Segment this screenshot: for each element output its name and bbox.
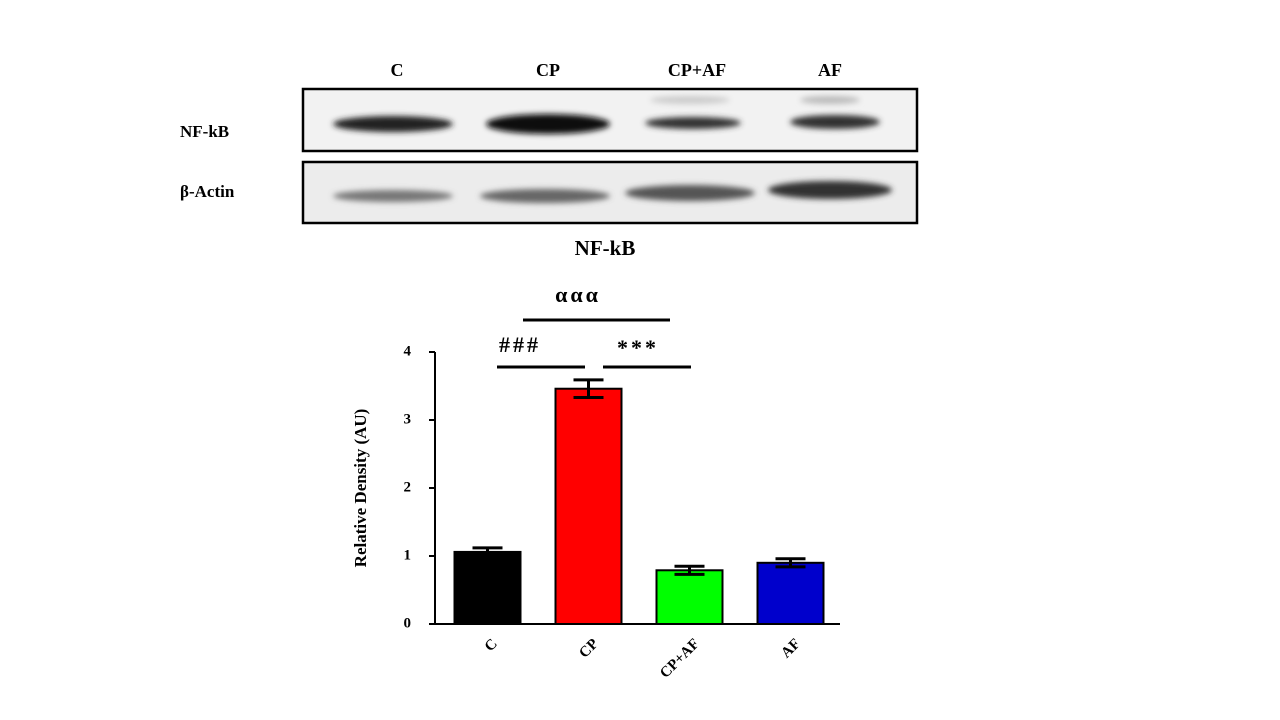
row-label: β-Actin xyxy=(180,182,235,201)
y-tick-label: 3 xyxy=(404,411,412,427)
chart-title: NF-kB xyxy=(575,236,636,260)
lane-label: C xyxy=(391,60,404,80)
bar xyxy=(453,550,522,625)
row-label: NF-kB xyxy=(180,122,229,141)
x-tick-label: CP xyxy=(576,636,601,661)
significance-label: ααα xyxy=(555,282,601,307)
bar xyxy=(756,561,825,625)
lane-label: CP xyxy=(536,60,560,80)
error-bar xyxy=(674,564,705,576)
y-tick-label: 2 xyxy=(404,479,412,495)
y-axis-label: Relative Density (AU) xyxy=(351,409,370,568)
y-tick-label: 1 xyxy=(404,547,412,563)
significance-label: *** xyxy=(617,335,659,360)
bands xyxy=(333,96,880,134)
bands xyxy=(333,181,892,203)
error-bar xyxy=(775,557,806,569)
significance-label: ### xyxy=(499,332,541,357)
blot: C CP CP+AF AF NF-kB β-Actin xyxy=(180,60,919,225)
y-tick-label: 0 xyxy=(404,615,412,631)
y-tick-label: 4 xyxy=(404,343,412,359)
x-tick-label: AF xyxy=(778,636,803,661)
bar xyxy=(655,569,724,626)
x-tick-label: C xyxy=(482,636,501,655)
error-bar xyxy=(472,546,503,558)
bar xyxy=(554,387,623,625)
error-bar xyxy=(573,378,604,400)
lane-label: CP+AF xyxy=(668,60,726,80)
x-tick-label: CP+AF xyxy=(657,636,703,682)
lane-label: AF xyxy=(818,60,842,80)
